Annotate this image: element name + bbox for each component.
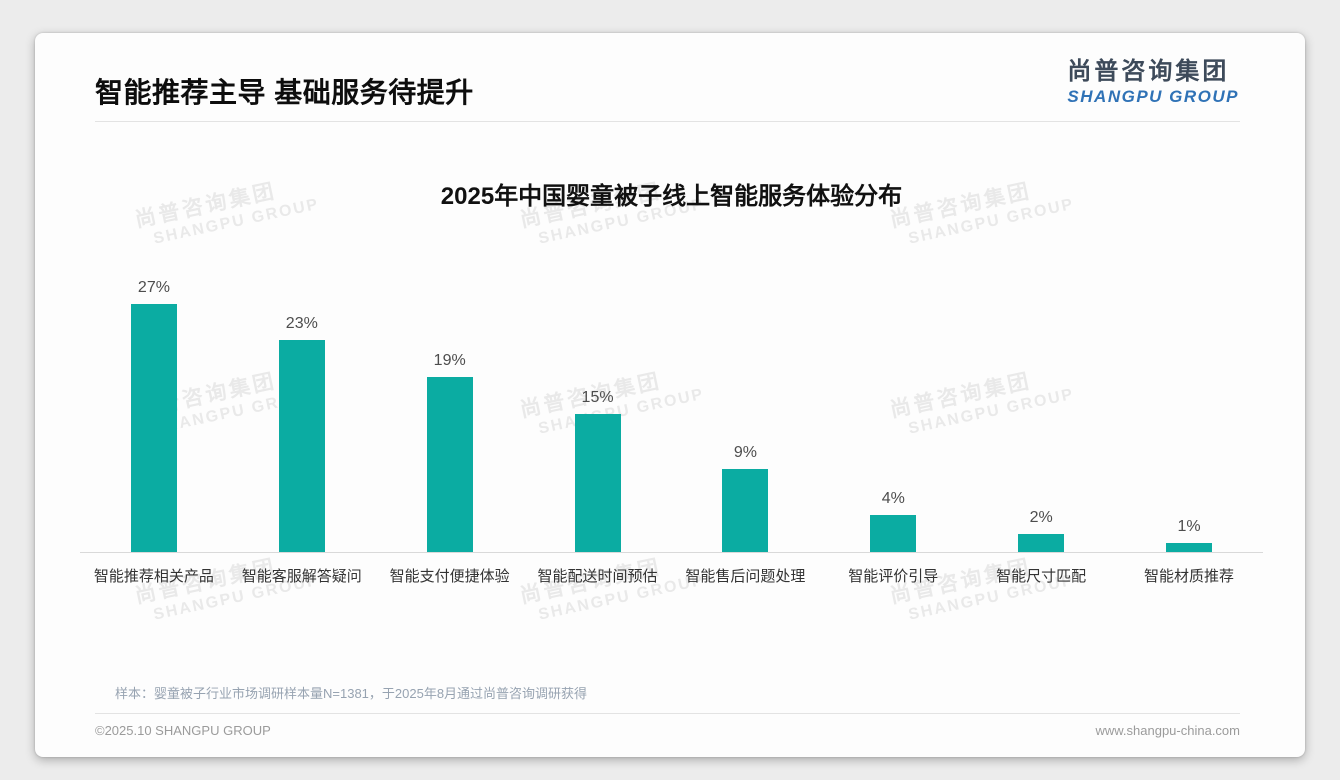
bar bbox=[870, 515, 917, 552]
bar-value-label: 9% bbox=[733, 444, 757, 461]
x-axis-tick-label: 智能评价引导 bbox=[848, 568, 939, 585]
logo-chinese-text: 尚普咨询集团 bbox=[1067, 58, 1230, 85]
logo-english-text: SHANGPU GROUP bbox=[1067, 87, 1239, 106]
footer-divider bbox=[95, 713, 1240, 714]
bar-value-label: 23% bbox=[285, 315, 318, 332]
bar-value-label: 15% bbox=[581, 389, 614, 406]
bar bbox=[278, 340, 325, 552]
x-axis-tick-label: 智能尺寸匹配 bbox=[996, 568, 1087, 585]
bar-value-label: 19% bbox=[433, 352, 466, 369]
bar bbox=[426, 377, 473, 552]
bar-group: 15% bbox=[524, 252, 672, 552]
bar bbox=[130, 304, 177, 552]
bar bbox=[722, 469, 769, 552]
chart-title: 2025年中国婴童被子线上智能服务体验分布 bbox=[440, 183, 903, 210]
bar bbox=[574, 414, 621, 552]
x-axis-tick-label: 智能售后问题处理 bbox=[685, 568, 806, 585]
header-divider bbox=[95, 121, 1240, 122]
x-axis-line bbox=[80, 552, 1263, 553]
bar-value-label: 2% bbox=[1029, 509, 1053, 526]
x-axis-tick-label: 智能推荐相关产品 bbox=[93, 568, 214, 585]
x-axis-tick-label: 智能支付便捷体验 bbox=[389, 568, 510, 585]
bar-group: 23% bbox=[228, 252, 376, 552]
bar-chart: 27% 23% 19% 15% 9% 4% 2% 1% bbox=[80, 252, 1263, 552]
x-axis-tick-label: 智能客服解答疑问 bbox=[241, 568, 362, 585]
bar-value-label: 27% bbox=[137, 279, 170, 296]
x-axis-tick-label: 智能材质推荐 bbox=[1144, 568, 1235, 585]
slide-card: 智能推荐主导 基础服务待提升 尚普咨询集团 SHANGPU GROUP 尚普咨询… bbox=[35, 33, 1305, 757]
bar-group: 1% bbox=[1115, 252, 1263, 552]
bar bbox=[1166, 543, 1213, 552]
bar-value-label: 4% bbox=[881, 490, 905, 507]
bar-group: 4% bbox=[819, 252, 967, 552]
bar-value-label: 1% bbox=[1177, 518, 1201, 535]
bar-group: 27% bbox=[80, 252, 228, 552]
copyright-text: ©2025.10 SHANGPU GROUP bbox=[95, 723, 271, 738]
bars-container: 27% 23% 19% 15% 9% 4% 2% 1% bbox=[80, 252, 1263, 552]
x-axis-labels: 智能推荐相关产品 智能客服解答疑问 智能支付便捷体验 智能配送时间预估 智能售后问题处理… bbox=[80, 565, 1263, 586]
footer-bar: ©2025.10 SHANGPU GROUP www.shangpu-china… bbox=[95, 723, 1240, 738]
bar-group: 2% bbox=[967, 252, 1115, 552]
bar-group: 9% bbox=[672, 252, 820, 552]
company-logo: 尚普咨询集团 SHANGPU GROUP bbox=[1067, 57, 1239, 107]
bar-group: 19% bbox=[376, 252, 524, 552]
bar bbox=[1018, 534, 1065, 552]
page-title: 智能推荐主导 基础服务待提升 bbox=[95, 77, 474, 108]
sample-note: 样本：婴童被子行业市场调研样本量N=1381，于2025年8月通过尚普咨询调研获… bbox=[115, 686, 588, 701]
x-axis-tick-label: 智能配送时间预估 bbox=[537, 568, 658, 585]
website-url: www.shangpu-china.com bbox=[1095, 723, 1240, 738]
